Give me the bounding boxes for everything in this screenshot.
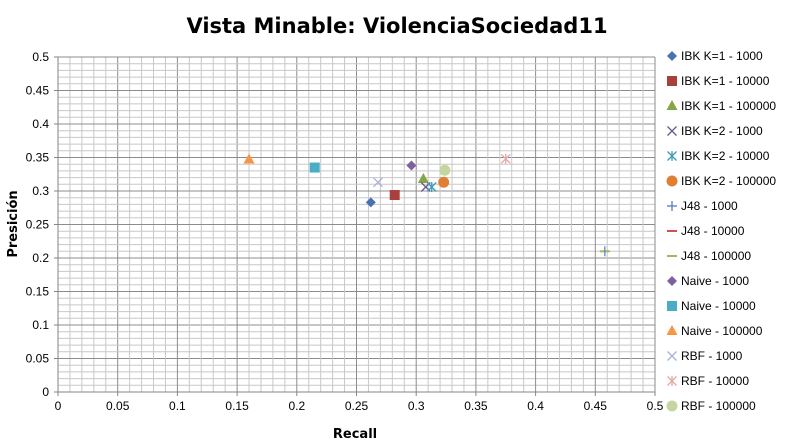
legend-marker [667, 351, 677, 361]
legend-label: IBK K=2 - 10000 [681, 149, 770, 163]
legend-marker [666, 325, 678, 335]
y-tick-label: 0.15 [26, 285, 50, 299]
legend-item: IBK K=2 - 100000 [666, 174, 776, 188]
legend-label: RBF - 1000 [681, 349, 743, 363]
legend-item: J48 - 10000 [667, 224, 745, 238]
y-tick-label: 0.2 [32, 251, 49, 265]
legend-label: IBK K=1 - 1000 [681, 49, 763, 63]
legend-label: Naive - 100000 [681, 324, 763, 338]
legend-marker [667, 376, 677, 386]
legend-label: Naive - 1000 [681, 274, 749, 288]
y-axis-title: Presición [6, 190, 21, 257]
data-point [389, 190, 400, 201]
data-point [417, 172, 429, 183]
data-point [599, 246, 610, 257]
x-tick-label: 0.3 [408, 399, 425, 413]
legend-item: IBK K=1 - 1000 [667, 49, 763, 63]
y-tick-label: 0.1 [32, 318, 49, 332]
x-tick-label: 0.2 [288, 399, 305, 413]
legend-marker [666, 400, 678, 412]
legend-marker [667, 276, 677, 286]
legend-item: J48 - 100000 [667, 249, 751, 263]
legend-marker [666, 100, 678, 110]
data-point [309, 162, 320, 173]
y-tick-label: 0 [42, 385, 49, 399]
x-tick-label: 0.35 [464, 399, 488, 413]
data-point [439, 164, 451, 176]
x-tick-label: 0.25 [345, 399, 369, 413]
legend-label: IBK K=2 - 1000 [681, 124, 763, 138]
legend-item: IBK K=1 - 100000 [666, 99, 776, 113]
x-tick-label: 0.1 [169, 399, 186, 413]
legend-label: IBK K=1 - 10000 [681, 74, 770, 88]
y-tick-label: 0.3 [32, 184, 49, 198]
legend-marker [666, 175, 678, 187]
plot-area: 0 0.05 0.1 0.15 0.2 0.25 0.3 0.35 0.4 0.45 0.5 0 0.0… [26, 50, 664, 413]
legend-item: Naive - 10000 [667, 299, 756, 313]
legend-label: Naive - 10000 [681, 299, 756, 313]
y-tick-label: 0.4 [32, 117, 49, 131]
data-point [438, 176, 450, 188]
legend-label: RBF - 10000 [681, 374, 749, 388]
y-tick-label: 0.45 [26, 84, 50, 98]
legend-item: RBF - 100000 [666, 399, 756, 413]
data-point [365, 197, 376, 208]
legend-marker [667, 151, 677, 161]
legend-label: J48 - 10000 [681, 224, 745, 238]
data-point [500, 153, 511, 164]
grid [57, 56, 656, 393]
y-tick-label: 0.05 [26, 352, 50, 366]
legend-marker [667, 126, 677, 136]
legend-marker [667, 301, 677, 311]
legend-item: RBF - 10000 [667, 374, 749, 388]
chart-title: Vista Minable: ViolenciaSociedad11 [186, 14, 607, 38]
y-tick-label: 0.35 [26, 151, 50, 165]
legend-label: IBK K=2 - 100000 [681, 174, 776, 188]
x-tick-label: 0.4 [527, 399, 544, 413]
data-points [243, 153, 610, 257]
x-tick-label: 0.5 [647, 399, 664, 413]
x-tick-label: 0.15 [225, 399, 249, 413]
legend-item: IBK K=2 - 1000 [667, 124, 763, 138]
data-point [243, 153, 255, 164]
legend: IBK K=1 - 1000 IBK K=1 - 10000 IBK K=1 - 1… [666, 49, 776, 413]
x-tick-label: 0.05 [106, 399, 130, 413]
legend-label: RBF - 100000 [681, 399, 756, 413]
y-tick-label: 0.25 [26, 218, 50, 232]
x-tick-label: 0 [55, 399, 62, 413]
legend-marker [667, 51, 677, 61]
data-point [406, 160, 417, 171]
legend-item: Naive - 1000 [667, 274, 749, 288]
legend-label: J48 - 1000 [681, 199, 738, 213]
x-tick-label: 0.45 [584, 399, 608, 413]
legend-item: RBF - 1000 [667, 349, 743, 363]
legend-label: IBK K=1 - 100000 [681, 99, 776, 113]
data-point [426, 181, 437, 192]
legend-marker [667, 201, 677, 211]
data-point [373, 177, 383, 188]
legend-item: J48 - 1000 [667, 199, 738, 213]
y-tick-label: 0.5 [32, 50, 49, 64]
legend-label: J48 - 100000 [681, 249, 751, 263]
legend-item: Naive - 100000 [666, 324, 763, 338]
x-axis-title: Recall [333, 427, 377, 442]
legend-item: IBK K=1 - 10000 [667, 74, 770, 88]
legend-marker [667, 76, 677, 86]
legend-item: IBK K=2 - 10000 [667, 149, 770, 163]
